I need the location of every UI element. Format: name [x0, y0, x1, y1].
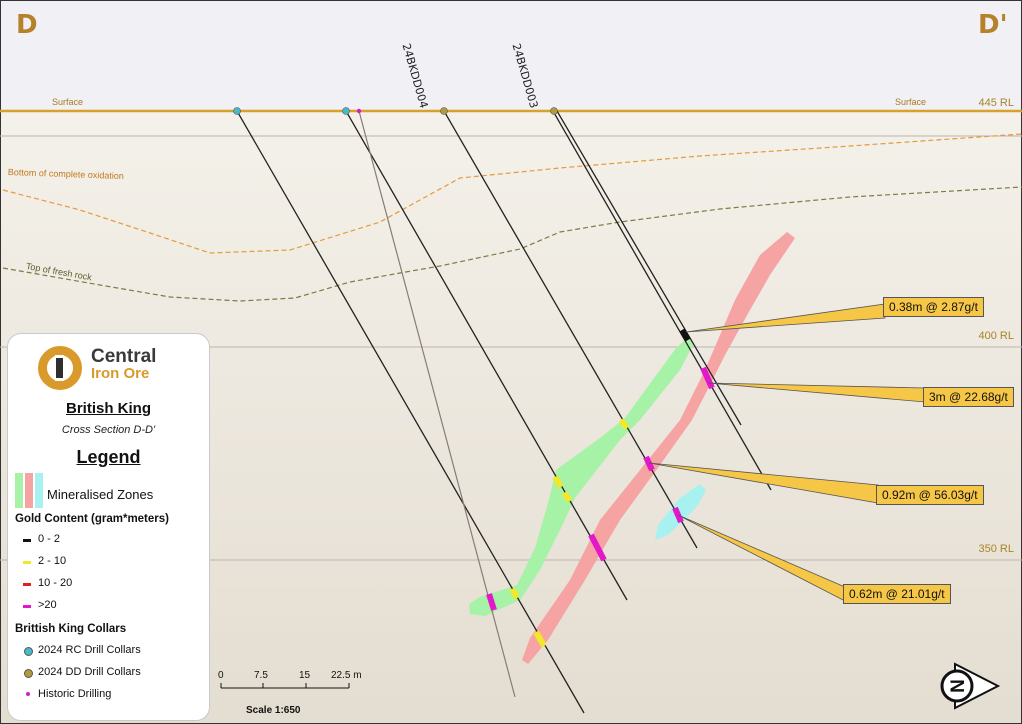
intercept-callout: 3m @ 22.68g/t — [923, 387, 1014, 407]
rc-collar-marker — [342, 107, 350, 115]
brand-name-line1: Central — [91, 346, 157, 367]
legend-panel: Central Iron Ore British King Cross Sect… — [7, 333, 210, 721]
fresh-rock-line — [2, 186, 1022, 302]
zone-swatch-cyan — [35, 473, 43, 508]
intercept-mark — [561, 491, 573, 503]
gold-swatch — [23, 583, 31, 586]
intercept-mark — [552, 475, 564, 489]
gold-item: 0 - 2 — [38, 533, 61, 545]
rl-label-400: 400 RL — [978, 330, 1014, 342]
scale-label: Scale 1:650 — [246, 705, 301, 716]
brand-name-line2: Iron Ore — [91, 365, 150, 382]
rc-collar-marker — [233, 107, 241, 115]
rl-label-350: 350 RL — [978, 543, 1014, 555]
scale-tick-label: 7.5 — [254, 670, 268, 681]
mineralised-zone-pink — [522, 232, 795, 664]
project-title: British King — [66, 400, 151, 417]
intercept-mark — [700, 366, 715, 390]
drillhole-rc-2 — [345, 110, 628, 601]
collar-item: 2024 DD Drill Collars — [38, 666, 141, 678]
drillhole-rc-1 — [236, 110, 585, 714]
gold-item: 2 - 10 — [38, 555, 67, 567]
surface-label: Surface — [895, 97, 927, 107]
intercept-mark — [679, 328, 691, 342]
intercept-mark — [509, 587, 520, 600]
mineralised-zone-cyan — [655, 484, 706, 540]
collar-item: 2024 RC Drill Collars — [38, 644, 141, 656]
intercept-mark — [643, 455, 655, 472]
section-start-label: D — [16, 10, 38, 40]
mineralised-zones-label: Mineralised Zones — [47, 487, 154, 502]
rl-label-445: 445 RL — [978, 97, 1014, 109]
scale-tick-label: 15 — [299, 670, 311, 681]
intercept-callout: 0.62m @ 21.01g/t — [843, 584, 951, 604]
section-subtitle: Cross Section D-D' — [61, 424, 156, 436]
north-arrow-icon — [940, 662, 1001, 710]
intercept-mark — [486, 593, 497, 611]
zone-swatch-pink — [25, 473, 33, 508]
drillhole-24bkdd004 — [443, 110, 698, 549]
intercept-callout: 0.38m @ 2.87g/t — [883, 297, 984, 317]
collar-item: Historic Drilling — [38, 688, 112, 700]
mineralised-zone-green — [469, 336, 693, 616]
section-end-label: D' — [978, 10, 1008, 40]
intercept-mark — [618, 418, 630, 430]
drillhole-24bkdd003-a — [552, 110, 772, 491]
intercept-mark — [588, 533, 607, 562]
intercept-mark — [533, 630, 547, 648]
historic-collar-marker — [356, 108, 362, 114]
scale-tick-label: 22.5 m — [331, 670, 362, 681]
gold-swatch — [23, 605, 31, 608]
north-label: N — [948, 679, 969, 693]
gold-swatch — [23, 561, 31, 564]
scale-tick-label: 0 — [218, 670, 224, 681]
gold-swatch — [23, 539, 31, 542]
oxidation-line — [2, 133, 1022, 254]
dd-collar-marker — [550, 107, 558, 115]
gold-item: >20 — [38, 599, 57, 611]
gold-item: 10 - 20 — [38, 577, 73, 589]
sky-band — [0, 0, 1022, 112]
dd-collar-marker — [440, 107, 448, 115]
rc-collar-swatch — [24, 647, 33, 656]
drillhole-24bkdd003-b — [556, 110, 742, 426]
dd-collar-swatch — [24, 669, 33, 678]
collars-heading: Brittish King Collars — [15, 623, 127, 635]
historic-collar-swatch — [26, 692, 30, 696]
surface-label: Surface — [52, 97, 84, 107]
legend-heading: Legend — [76, 447, 141, 467]
gold-content-heading: Gold Content (gram*meters) — [15, 513, 169, 525]
zone-swatch-green — [15, 473, 23, 508]
intercept-callout: 0.92m @ 56.03g/t — [876, 485, 984, 505]
